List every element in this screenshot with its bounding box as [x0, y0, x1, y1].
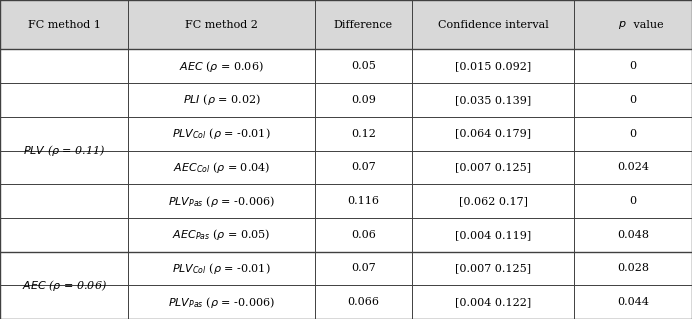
Text: [0.004 0.122]: [0.004 0.122]: [455, 297, 531, 307]
Text: 0.066: 0.066: [347, 297, 379, 307]
Text: $PLV_{Col}$ ($\rho$ = -0.01): $PLV_{Col}$ ($\rho$ = -0.01): [172, 261, 271, 276]
Text: $p$: $p$: [618, 19, 626, 31]
Text: $PLI$ ($\rho$ = 0.02): $PLI$ ($\rho$ = 0.02): [183, 93, 260, 108]
Text: 0.07: 0.07: [351, 162, 376, 172]
Text: $PLV_{Pas}$ ($\rho$ = -0.006): $PLV_{Pas}$ ($\rho$ = -0.006): [168, 295, 275, 310]
Text: FC method 2: FC method 2: [185, 20, 258, 30]
Text: $PLV$ ($\rho$ = 0.11): $PLV$ ($\rho$ = 0.11): [23, 143, 105, 158]
Text: $AEC_{Pas}$ ($\rho$ = 0.05): $AEC_{Pas}$ ($\rho$ = 0.05): [172, 227, 271, 242]
Text: value: value: [630, 20, 664, 30]
Text: [0.062 0.17]: [0.062 0.17]: [459, 196, 527, 206]
Text: [0.015 0.092]: [0.015 0.092]: [455, 61, 531, 71]
Text: Confidence interval: Confidence interval: [437, 20, 549, 30]
Text: $AEC_{Col}$ ($\rho$ = 0.04): $AEC_{Col}$ ($\rho$ = 0.04): [173, 160, 270, 175]
Text: $PLV_{Col}$ ($\rho$ = -0.01): $PLV_{Col}$ ($\rho$ = -0.01): [172, 126, 271, 141]
Text: FC method 1: FC method 1: [28, 20, 100, 30]
Text: 0.09: 0.09: [351, 95, 376, 105]
Bar: [0, 0, 692, 49]
Text: $AEC$ ($\rho$ = 0.06): $AEC$ ($\rho$ = 0.06): [179, 59, 264, 74]
Text: 0.044: 0.044: [617, 297, 649, 307]
Text: 0.024: 0.024: [617, 162, 649, 172]
Text: [0.007 0.125]: [0.007 0.125]: [455, 263, 531, 273]
Text: $PLV_{Pas}$ ($\rho$ = -0.006): $PLV_{Pas}$ ($\rho$ = -0.006): [168, 194, 275, 209]
Text: 0.05: 0.05: [351, 61, 376, 71]
Text: $AEC$ ($\rho$ = 0.06): $AEC$ ($\rho$ = 0.06): [21, 278, 107, 293]
Text: [0.004 0.119]: [0.004 0.119]: [455, 230, 531, 240]
Text: 0.07: 0.07: [351, 263, 376, 273]
Text: 0.06: 0.06: [351, 230, 376, 240]
Text: 0: 0: [630, 95, 637, 105]
Text: 0.12: 0.12: [351, 129, 376, 139]
Text: [0.007 0.125]: [0.007 0.125]: [455, 162, 531, 172]
Text: 0: 0: [630, 61, 637, 71]
Text: 0.048: 0.048: [617, 230, 649, 240]
Text: 0.028: 0.028: [617, 263, 649, 273]
Text: [0.064 0.179]: [0.064 0.179]: [455, 129, 531, 139]
Text: Difference: Difference: [334, 20, 393, 30]
Text: 0.116: 0.116: [347, 196, 379, 206]
Text: 0: 0: [630, 196, 637, 206]
Text: [0.035 0.139]: [0.035 0.139]: [455, 95, 531, 105]
Text: 0: 0: [630, 129, 637, 139]
